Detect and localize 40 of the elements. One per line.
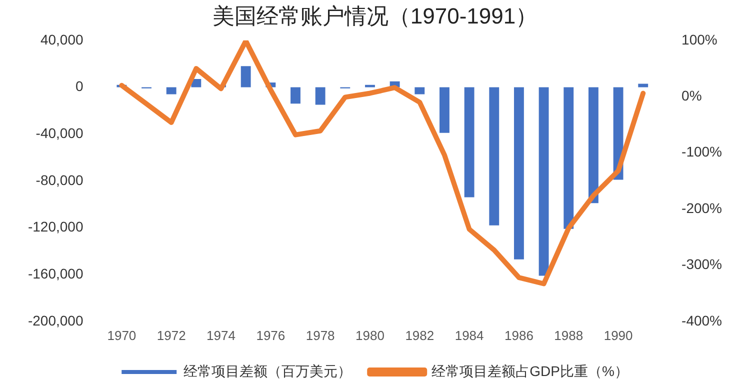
y2-tick-label: -400% (682, 312, 722, 328)
y-tick-label: -80,000 (36, 172, 84, 188)
x-tick-label: 1990 (604, 328, 633, 343)
bar (315, 87, 326, 105)
y-tick-label: 40,000 (40, 31, 84, 48)
y-tick-label: -120,000 (28, 218, 84, 235)
y-tick-label: -160,000 (28, 265, 84, 282)
bar (240, 66, 251, 88)
x-tick-label: 1984 (454, 328, 484, 343)
x-tick-label: 1970 (107, 328, 136, 343)
bar (464, 87, 474, 198)
y2-tick-label: -100% (682, 144, 722, 160)
bar (638, 84, 648, 88)
bar (440, 87, 450, 133)
y-tick-label: -40,000 (36, 124, 84, 141)
bar (514, 87, 524, 260)
y2-tick-label: 0% (682, 87, 702, 104)
bar (489, 87, 500, 226)
y2-tick-label: -200% (682, 200, 722, 216)
x-tick-label: 1972 (156, 328, 186, 343)
bar (290, 87, 300, 104)
x-tick-label: 1988 (554, 328, 584, 343)
x-tick-label: 1980 (356, 328, 384, 343)
y-tick-label: -200,000 (28, 312, 84, 328)
y2-tick-label: -300% (682, 256, 722, 272)
x-tick-label: 1982 (405, 328, 434, 343)
bar (414, 87, 425, 94)
legend-label: 经常项目差额（百万美元） (184, 362, 352, 379)
chart-title: 美国经常账户情况（1970-1991） (212, 3, 538, 28)
bar (588, 87, 598, 204)
bar (538, 87, 549, 276)
x-tick-label: 1978 (306, 328, 335, 343)
bar (564, 87, 574, 229)
x-tick-label: 1974 (206, 328, 236, 343)
bar (166, 87, 176, 94)
x-tick-label: 1976 (256, 328, 286, 343)
y2-tick-label: 100% (682, 31, 718, 48)
y-tick-label: 0 (75, 78, 84, 94)
legend-label: 经常项目差额占GDP比重（%） (432, 362, 628, 379)
x-tick-label: 1986 (504, 328, 534, 343)
